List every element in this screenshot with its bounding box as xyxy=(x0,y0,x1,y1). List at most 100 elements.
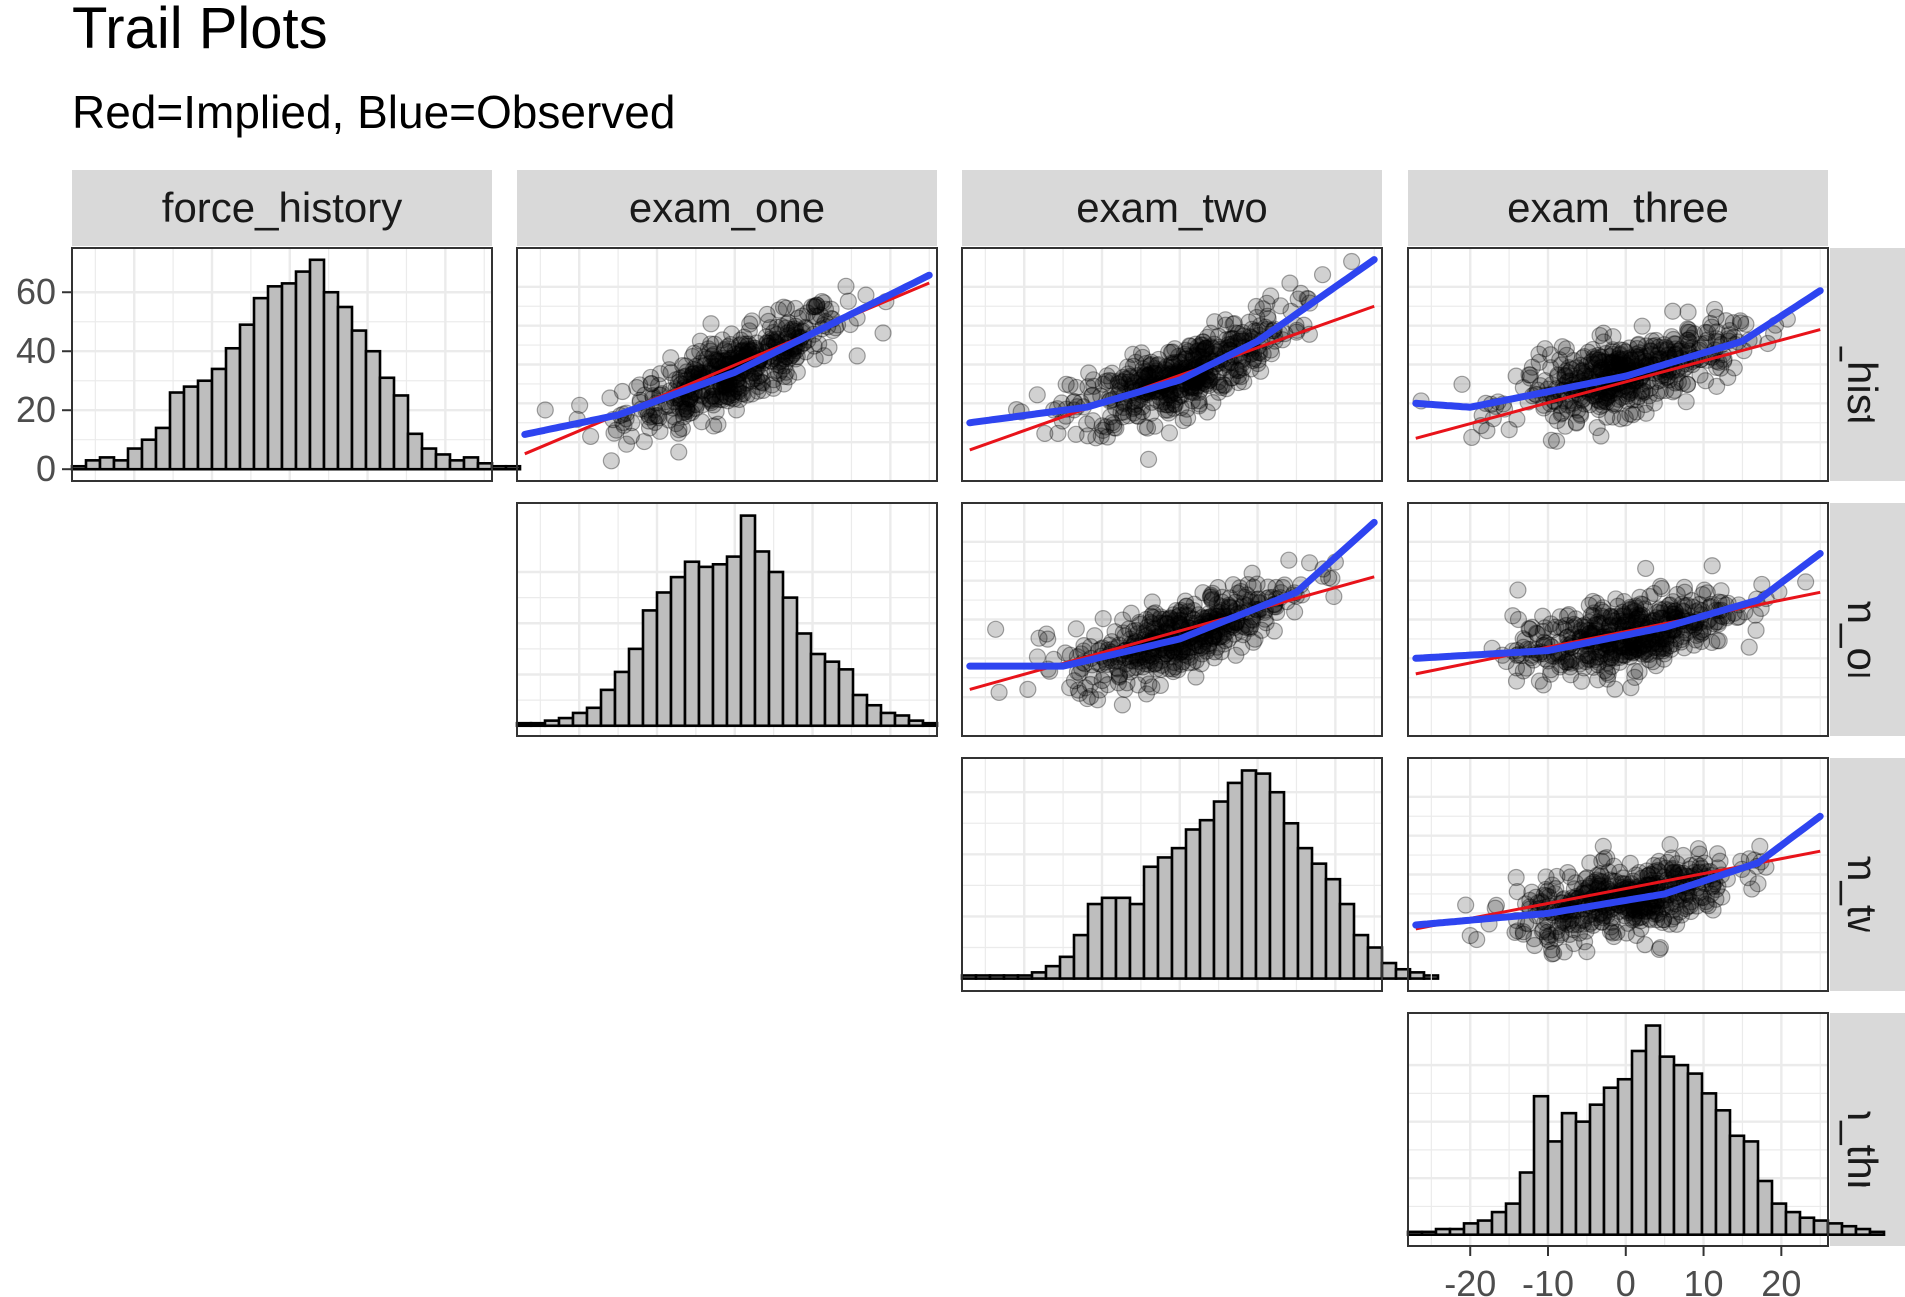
scatter-point xyxy=(1547,432,1566,450)
scatter-point xyxy=(806,350,824,368)
scatter-point xyxy=(730,336,748,355)
x-axis: -20 -10 0 10 20 xyxy=(1444,1246,1801,1297)
scatter-point xyxy=(740,322,758,340)
histogram-bar xyxy=(1100,896,1118,980)
scatter-point xyxy=(1019,680,1037,698)
histogram-bar xyxy=(907,719,925,728)
histogram-bar xyxy=(851,693,869,728)
scatter-point xyxy=(1797,573,1815,591)
scatter-point xyxy=(665,408,683,426)
histogram-bar xyxy=(1532,1094,1550,1236)
scatter-point xyxy=(1139,450,1158,469)
scatter-point xyxy=(797,343,815,361)
scatter-point xyxy=(631,376,649,394)
histogram-bar xyxy=(1826,1222,1844,1236)
scatter-point xyxy=(748,372,767,391)
scatter-point xyxy=(1131,615,1149,633)
scatter-point xyxy=(775,367,794,386)
histogram-bar xyxy=(613,670,631,728)
histogram-exam_two xyxy=(960,769,1440,980)
scatter-point xyxy=(617,435,636,453)
scatter-point xyxy=(687,361,705,379)
row-strip-exam_three xyxy=(1830,1013,1905,1246)
histogram-bar xyxy=(1142,865,1160,980)
histogram-bar xyxy=(1854,1227,1872,1236)
histogram-bar xyxy=(1658,1055,1676,1236)
scatter-point xyxy=(724,383,743,401)
histogram-bar xyxy=(753,550,771,728)
histogram-bar xyxy=(182,385,200,471)
x-tick-label: 0 xyxy=(1616,1263,1636,1297)
x-tick-label: -20 xyxy=(1444,1263,1496,1297)
scatter-point xyxy=(628,378,646,397)
scatter-point xyxy=(749,382,767,400)
scatter-exam_three-vs-exam_one xyxy=(1412,550,1824,698)
scatter-point xyxy=(789,309,807,327)
scatter-point xyxy=(786,317,805,335)
row-strip-label-exam_one: exam_one xyxy=(1839,521,1886,717)
scatter-point xyxy=(1626,662,1644,680)
scatter-point xyxy=(622,427,640,445)
scatter-point xyxy=(775,375,793,393)
histogram-exam_three xyxy=(1406,1024,1886,1236)
scatter-point xyxy=(727,401,746,419)
scatter-point xyxy=(1627,926,1645,944)
scatter-point xyxy=(709,415,727,433)
histogram-bar xyxy=(210,367,228,471)
scatter-point xyxy=(1695,581,1713,599)
scatter-point xyxy=(1553,913,1572,931)
scatter-point xyxy=(772,361,790,379)
scatter-point xyxy=(711,352,729,370)
histogram-bar xyxy=(1644,1024,1662,1236)
scatter-point xyxy=(700,389,719,408)
histogram-bar xyxy=(1282,821,1300,980)
scatter-point xyxy=(1653,579,1671,598)
histogram-bar xyxy=(879,711,897,728)
scatter-point xyxy=(714,383,732,401)
histogram-bar xyxy=(1630,1049,1648,1236)
scatter-point xyxy=(1179,409,1197,427)
scatter-point xyxy=(707,403,725,421)
scatter-point xyxy=(1161,610,1179,628)
scatter-point xyxy=(874,324,892,342)
histogram-bar xyxy=(767,570,785,728)
histogram-bar xyxy=(1490,1210,1508,1236)
histogram-bar xyxy=(504,464,522,471)
scatter-point xyxy=(719,387,737,406)
histogram-bar xyxy=(1840,1224,1858,1236)
scatter-point xyxy=(816,300,835,318)
scatter-point xyxy=(808,296,826,314)
histogram-bar xyxy=(84,459,102,471)
histogram-bar xyxy=(960,974,978,980)
histogram-bar xyxy=(1546,1140,1564,1236)
scatter-point xyxy=(667,371,685,389)
scatter-point xyxy=(1509,610,1528,629)
scatter-point xyxy=(669,424,688,442)
scatter-point xyxy=(777,299,795,317)
scatter-point xyxy=(739,340,758,358)
histogram-bar xyxy=(1574,1120,1592,1236)
histogram-bar xyxy=(1044,964,1062,980)
scatter-point xyxy=(723,386,741,404)
scatter-point xyxy=(837,277,855,295)
scatter-point xyxy=(987,620,1005,638)
scatter-point xyxy=(793,307,811,325)
scatter-point xyxy=(1562,666,1580,684)
scatter-point xyxy=(571,396,589,414)
scatter-point xyxy=(1056,644,1074,662)
histogram-bar xyxy=(1352,933,1370,980)
scatter-point xyxy=(721,384,739,402)
scatter-point xyxy=(1679,897,1697,916)
scatter-point xyxy=(1581,854,1599,872)
panel-border-3-3 xyxy=(1407,1012,1829,1247)
histogram-bar xyxy=(711,562,729,728)
scatter-point xyxy=(741,315,759,333)
scatter-point xyxy=(1543,945,1561,963)
histogram-bar xyxy=(1016,974,1034,980)
scatter-point xyxy=(605,424,623,442)
histogram-bar xyxy=(988,974,1006,980)
scatter-point xyxy=(787,350,805,368)
scatter-point xyxy=(820,338,838,357)
scatter-point xyxy=(729,375,748,393)
